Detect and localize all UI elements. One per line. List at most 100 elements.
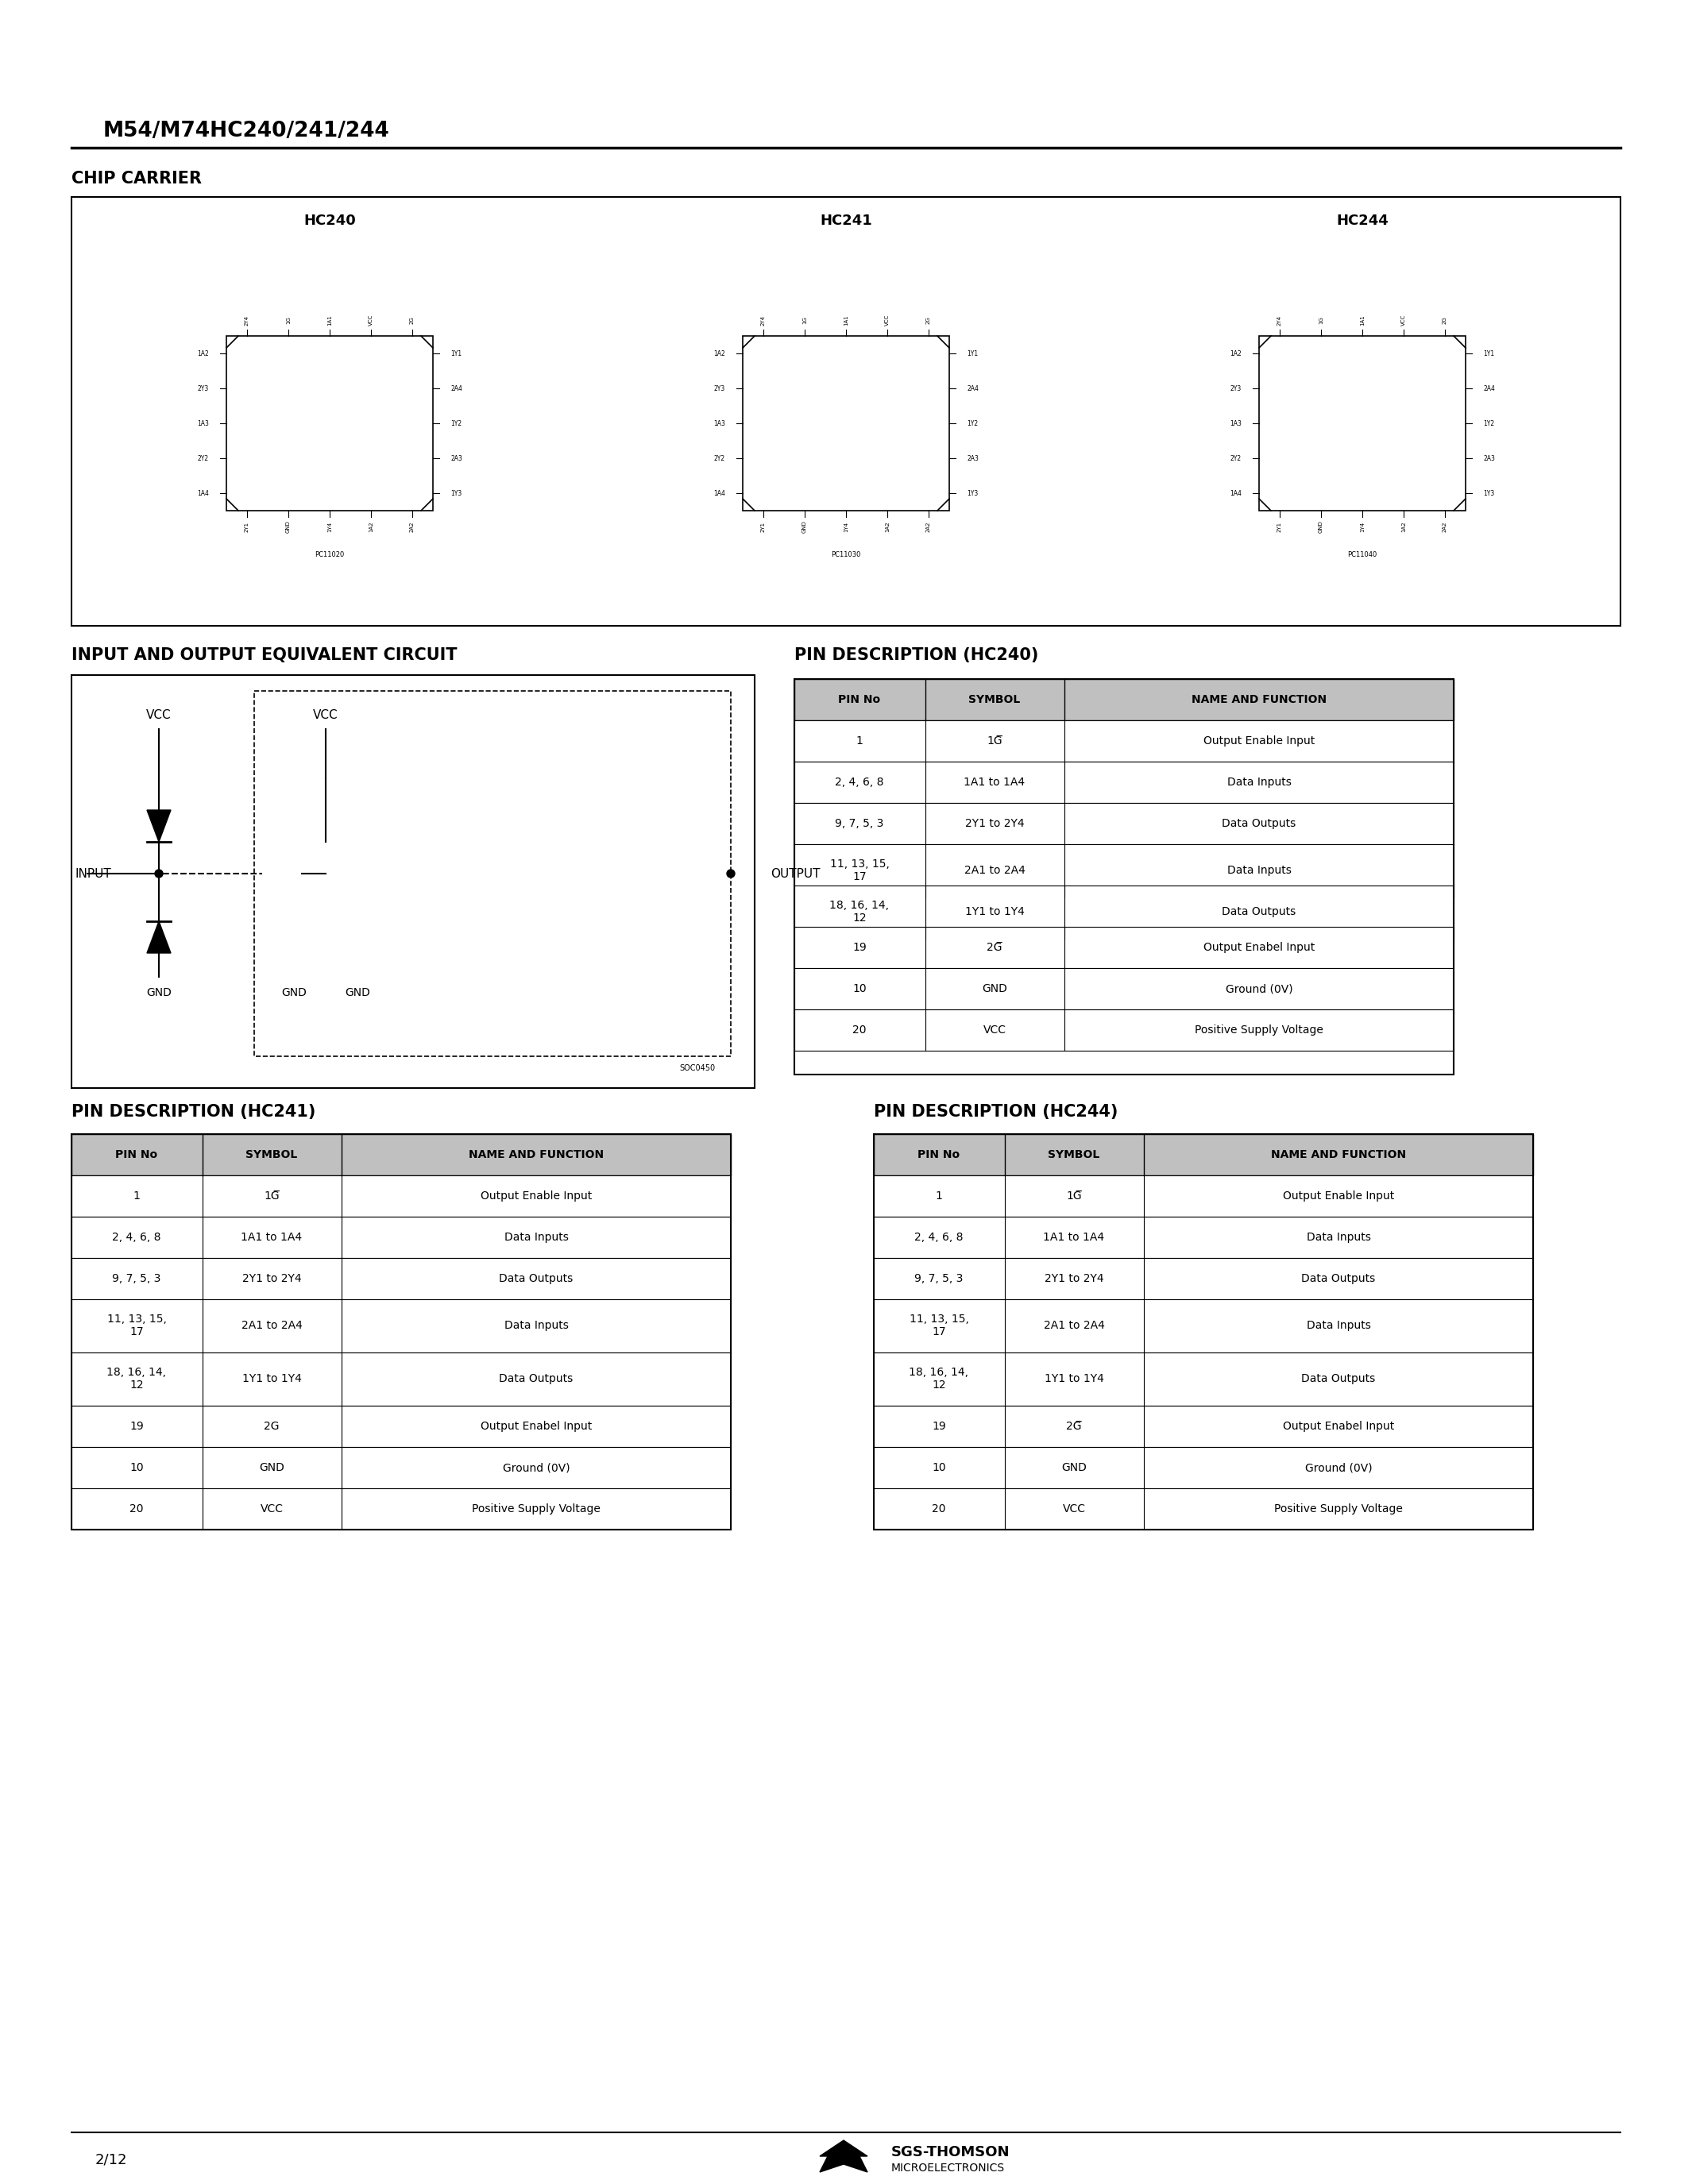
Text: 1G: 1G (285, 317, 290, 323)
Text: 1Y3: 1Y3 (451, 489, 463, 496)
Bar (71, 1352, 731, 1406)
Text: 2, 4, 6, 8: 2, 4, 6, 8 (915, 1232, 964, 1243)
Text: 1: 1 (935, 1190, 942, 1201)
Text: 20: 20 (130, 1503, 143, 1514)
Bar (874, 1133, 1533, 1175)
Bar (874, 1406, 1533, 1448)
Text: PIN No: PIN No (918, 1149, 960, 1160)
Polygon shape (820, 2140, 868, 2173)
Bar (795, 679, 1453, 1075)
Text: 9, 7, 5, 3: 9, 7, 5, 3 (836, 819, 885, 830)
Text: Data Outputs: Data Outputs (1222, 906, 1296, 917)
Text: PIN DESCRIPTION (HC244): PIN DESCRIPTION (HC244) (874, 1103, 1117, 1120)
Bar (71, 1175, 731, 1216)
Text: 2G: 2G (263, 1422, 280, 1433)
Text: Data Outputs: Data Outputs (500, 1273, 574, 1284)
Text: M54/M74HC240/241/244: M54/M74HC240/241/244 (103, 120, 390, 142)
Text: VCC: VCC (147, 710, 172, 721)
Text: 2A1 to 2A4: 2A1 to 2A4 (964, 865, 1025, 876)
Bar (874, 1133, 1533, 1529)
Text: 2, 4, 6, 8: 2, 4, 6, 8 (111, 1232, 160, 1243)
Text: 2G̅: 2G̅ (987, 941, 1003, 952)
Bar (874, 1448, 1533, 1487)
Text: 1Y2: 1Y2 (1484, 419, 1494, 426)
Bar (795, 762, 1453, 804)
Text: 11, 13, 15,
17: 11, 13, 15, 17 (910, 1313, 969, 1337)
Text: 2Y2: 2Y2 (197, 454, 209, 461)
Bar (71, 1448, 731, 1487)
Text: Data Inputs: Data Inputs (1227, 865, 1291, 876)
Circle shape (155, 869, 162, 878)
Text: 1A1: 1A1 (1361, 314, 1364, 325)
Text: VCC: VCC (260, 1503, 284, 1514)
Text: 1Y1: 1Y1 (451, 349, 461, 356)
Text: 10: 10 (130, 1461, 143, 1474)
Text: 2G: 2G (410, 317, 415, 323)
Text: PIN No: PIN No (115, 1149, 157, 1160)
Text: GND: GND (258, 1461, 284, 1474)
Text: Data Inputs: Data Inputs (505, 1232, 569, 1243)
Text: 2Y4: 2Y4 (1278, 314, 1283, 325)
Bar (874, 1175, 1533, 1216)
Text: 1G: 1G (1318, 317, 1323, 323)
Bar (874, 1352, 1533, 1406)
Text: 1A4: 1A4 (1231, 489, 1242, 496)
Text: 10: 10 (852, 983, 866, 994)
Text: 10: 10 (932, 1461, 945, 1474)
Text: 1G̅: 1G̅ (987, 736, 1003, 747)
Text: 1A4: 1A4 (197, 489, 209, 496)
Text: 2A2: 2A2 (410, 522, 415, 533)
Text: HC240: HC240 (304, 214, 356, 227)
Text: 2G̅: 2G̅ (1067, 1422, 1082, 1433)
Text: 1Y4: 1Y4 (327, 522, 333, 531)
Text: 2A1 to 2A4: 2A1 to 2A4 (1043, 1319, 1104, 1330)
Text: Data Inputs: Data Inputs (1307, 1232, 1371, 1243)
Text: VCC: VCC (368, 314, 373, 325)
Text: 1A2: 1A2 (1401, 522, 1406, 533)
Text: GND: GND (802, 520, 807, 533)
Text: 2A4: 2A4 (451, 384, 463, 391)
Bar (874, 1216, 1533, 1258)
Text: 1A2: 1A2 (885, 522, 890, 533)
Text: 2Y1 to 2Y4: 2Y1 to 2Y4 (1045, 1273, 1104, 1284)
Text: Positive Supply Voltage: Positive Supply Voltage (1274, 1503, 1403, 1514)
Bar (874, 1487, 1533, 1529)
Text: Output Enable Input: Output Enable Input (1204, 736, 1315, 747)
Text: VCC: VCC (982, 1024, 1006, 1035)
Text: GND: GND (282, 987, 307, 998)
Text: SOC0450: SOC0450 (679, 1064, 716, 1072)
Text: 1Y2: 1Y2 (451, 419, 461, 426)
Bar (795, 968, 1453, 1009)
Text: 1Y1: 1Y1 (1484, 349, 1494, 356)
Text: 1Y1 to 1Y4: 1Y1 to 1Y4 (966, 906, 1025, 917)
Text: VCC: VCC (1401, 314, 1406, 325)
Polygon shape (147, 810, 170, 841)
Text: 2Y1: 2Y1 (245, 522, 250, 531)
Text: NAME AND FUNCTION: NAME AND FUNCTION (1192, 695, 1327, 705)
Text: GND: GND (147, 987, 172, 998)
Text: 9, 7, 5, 3: 9, 7, 5, 3 (111, 1273, 160, 1284)
Text: 1Y1 to 1Y4: 1Y1 to 1Y4 (1045, 1374, 1104, 1385)
Text: Data Outputs: Data Outputs (1301, 1273, 1376, 1284)
Text: 2A4: 2A4 (1484, 384, 1496, 391)
Text: Data Inputs: Data Inputs (505, 1319, 569, 1330)
Text: PC11040: PC11040 (1347, 550, 1377, 557)
Text: GND: GND (1062, 1461, 1087, 1474)
Bar (795, 804, 1453, 845)
Bar (71, 197, 1620, 627)
Text: Output Enabel Input: Output Enabel Input (481, 1422, 592, 1433)
Text: 2Y4: 2Y4 (245, 314, 250, 325)
Text: 1Y1: 1Y1 (967, 349, 977, 356)
Text: Positive Supply Voltage: Positive Supply Voltage (473, 1503, 601, 1514)
Text: 2Y2: 2Y2 (1231, 454, 1242, 461)
Text: Data Outputs: Data Outputs (1222, 819, 1296, 830)
Text: 1G̅: 1G̅ (1067, 1190, 1082, 1201)
Text: 2A2: 2A2 (927, 522, 932, 533)
Text: 2Y3: 2Y3 (1231, 384, 1242, 391)
Text: GND: GND (982, 983, 1008, 994)
Text: MICROELECTRONICS: MICROELECTRONICS (891, 2162, 1004, 2173)
Text: GND: GND (344, 987, 370, 998)
Text: Output Enabel Input: Output Enabel Input (1283, 1422, 1394, 1433)
Text: 2G: 2G (1443, 317, 1447, 323)
Text: PIN DESCRIPTION (HC240): PIN DESCRIPTION (HC240) (795, 646, 1038, 664)
